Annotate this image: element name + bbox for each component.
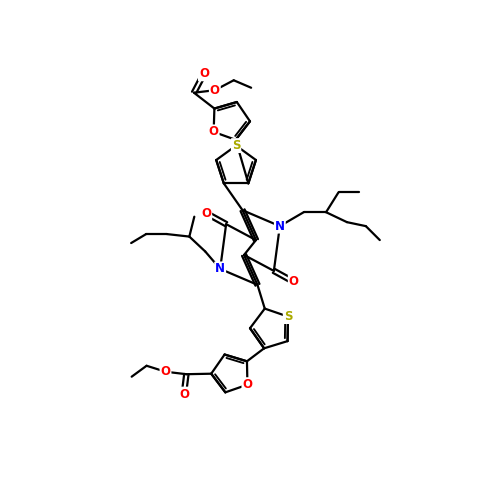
Text: O: O — [199, 68, 209, 80]
Text: O: O — [242, 378, 252, 391]
Text: O: O — [289, 276, 299, 288]
Text: N: N — [275, 220, 285, 232]
Text: O: O — [201, 206, 211, 220]
Text: S: S — [232, 139, 240, 152]
Text: S: S — [284, 310, 292, 323]
Text: O: O — [160, 365, 170, 378]
Text: N: N — [215, 262, 225, 276]
Text: O: O — [179, 388, 189, 400]
Text: O: O — [208, 126, 218, 138]
Text: O: O — [210, 84, 220, 96]
